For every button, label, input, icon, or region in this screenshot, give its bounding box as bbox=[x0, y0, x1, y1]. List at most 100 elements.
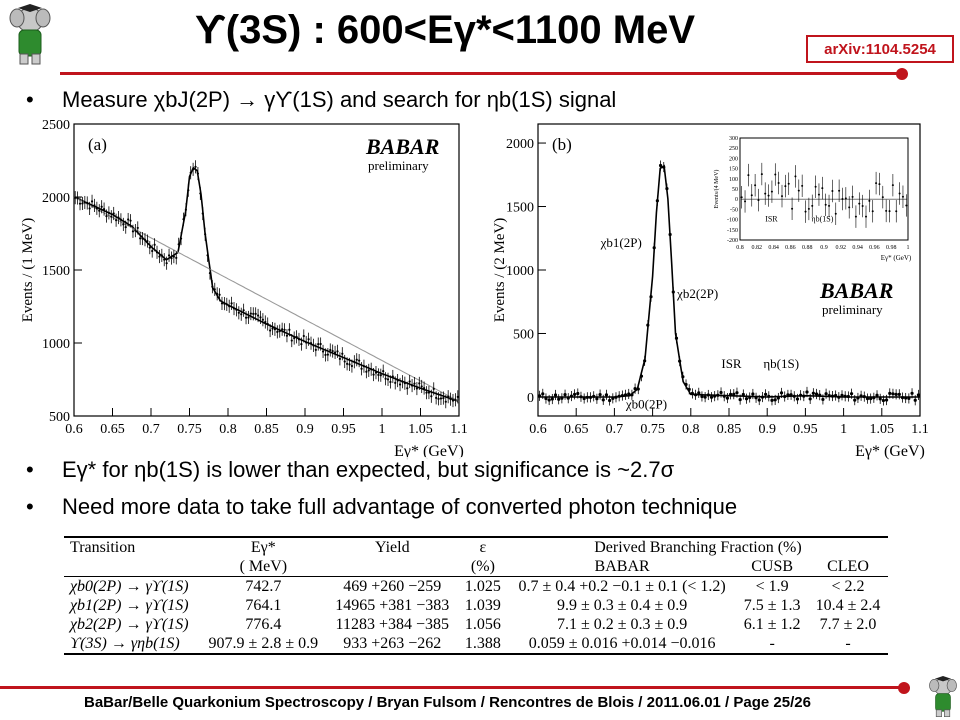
data-point bbox=[706, 393, 710, 397]
data-point bbox=[802, 394, 806, 398]
data-point bbox=[783, 394, 787, 399]
data-point bbox=[728, 392, 733, 396]
data-point bbox=[319, 342, 322, 346]
inset-data-point bbox=[817, 193, 820, 196]
inset-annotation: ISR bbox=[765, 215, 778, 224]
data-point bbox=[281, 328, 284, 331]
inset-x-tick-label: 0.92 bbox=[836, 245, 847, 251]
data-point bbox=[891, 392, 895, 396]
data-point bbox=[300, 342, 303, 346]
data-point bbox=[588, 395, 593, 399]
table-cell: 933 +263 −262 bbox=[326, 634, 458, 655]
data-point bbox=[93, 204, 96, 207]
data-point bbox=[211, 285, 214, 288]
data-point bbox=[690, 391, 694, 396]
table-cell: 7.1 ± 0.2 ± 0.3 ± 0.9 bbox=[556, 615, 688, 633]
data-point bbox=[773, 398, 777, 402]
data-point bbox=[100, 205, 103, 208]
x-tick-label: 0.75 bbox=[640, 422, 665, 437]
inset-data-point bbox=[834, 212, 837, 215]
data-point bbox=[560, 396, 564, 400]
y-tick-label: 2000 bbox=[42, 191, 70, 206]
data-point bbox=[288, 328, 291, 331]
table-cell: ϒ(3S) → γηb(1S) bbox=[64, 634, 201, 655]
x-tick-label: 1.1 bbox=[450, 422, 468, 437]
data-point bbox=[646, 323, 650, 327]
data-point bbox=[343, 360, 346, 363]
data-point bbox=[223, 302, 226, 305]
data-point bbox=[86, 201, 89, 205]
data-point bbox=[165, 262, 168, 265]
footer: BaBar/Belle Quarkonium Spectroscopy / Br… bbox=[84, 694, 811, 711]
data-point bbox=[684, 382, 688, 387]
table-cell: 1.388 bbox=[457, 634, 508, 655]
y-tick-label: 2000 bbox=[506, 137, 534, 152]
data-point bbox=[107, 211, 110, 214]
bottom-divider-dot bbox=[898, 682, 910, 694]
inset-x-tick-label: 0.8 bbox=[736, 245, 744, 251]
data-point bbox=[170, 257, 173, 260]
data-point bbox=[252, 312, 255, 315]
table-cell: 7.7 ± 2.0 bbox=[819, 615, 877, 633]
data-point bbox=[741, 392, 745, 397]
y-tick-label: 0 bbox=[527, 391, 534, 406]
data-point bbox=[859, 394, 863, 398]
data-point bbox=[115, 219, 118, 222]
data-point bbox=[307, 338, 310, 341]
data-point bbox=[326, 353, 329, 356]
data-point bbox=[189, 171, 192, 174]
table-subheader: CLEO bbox=[807, 557, 888, 577]
data-point bbox=[225, 303, 228, 306]
data-point bbox=[355, 358, 358, 361]
inset-y-tick-label: 300 bbox=[729, 136, 738, 142]
y-tick-label: 500 bbox=[49, 410, 70, 425]
x-tick-label: 0.8 bbox=[219, 422, 237, 437]
inset-data-point bbox=[861, 205, 864, 208]
data-point bbox=[278, 330, 281, 333]
inset-data-point bbox=[905, 204, 908, 207]
data-point bbox=[862, 395, 866, 399]
data-point bbox=[131, 230, 135, 233]
plot-a: 0.6 0.65 0.7 0.75 0.8 0.85 0.9 0.95 1 1.05 1.1 500 1… bbox=[20, 118, 468, 460]
data-point bbox=[425, 391, 428, 394]
data-point bbox=[907, 396, 911, 401]
data-point bbox=[573, 392, 577, 396]
data-point bbox=[910, 391, 914, 395]
data-point bbox=[167, 254, 171, 257]
data-point bbox=[604, 393, 609, 397]
data-point bbox=[88, 207, 91, 210]
inset-x-tick-label: 0.96 bbox=[869, 245, 880, 251]
table-row: χb2(2P) → γϒ(1S) 776.4 11283 +384 −385 1.05… bbox=[64, 615, 888, 634]
inset-data-point bbox=[744, 200, 747, 203]
data-point bbox=[232, 307, 236, 310]
data-point bbox=[401, 380, 404, 383]
data-point bbox=[201, 212, 204, 215]
data-point bbox=[110, 215, 113, 218]
data-point bbox=[206, 254, 209, 257]
data-point bbox=[321, 350, 325, 353]
data-point bbox=[283, 328, 286, 331]
data-point bbox=[74, 196, 77, 199]
inset-x-tick-label: 1 bbox=[907, 245, 910, 251]
data-point bbox=[256, 314, 260, 317]
inset-data-point bbox=[794, 175, 797, 178]
inset-data-point bbox=[747, 174, 750, 177]
inset-data-point bbox=[868, 199, 871, 202]
x-tick-label: 0.75 bbox=[177, 422, 202, 437]
fit-curve bbox=[73, 166, 460, 403]
data-point bbox=[374, 371, 378, 374]
data-point bbox=[208, 271, 212, 275]
y-tick-label: 2500 bbox=[42, 118, 70, 133]
data-point bbox=[872, 396, 876, 400]
table-cell: 0.059 ± 0.016 +0.014 −0.016 bbox=[507, 634, 737, 655]
x-tick-label: 0.6 bbox=[529, 422, 547, 437]
data-point bbox=[744, 397, 749, 401]
inset-frame bbox=[739, 137, 909, 241]
data-point bbox=[324, 353, 327, 357]
data-point bbox=[595, 397, 599, 401]
data-point bbox=[811, 391, 815, 395]
bullet-1-text: Measure χbJ(2P) → γϒ(1S) and search for … bbox=[62, 87, 617, 112]
inset-data-point bbox=[791, 207, 794, 210]
data-point bbox=[365, 370, 368, 373]
data-point bbox=[264, 320, 267, 324]
